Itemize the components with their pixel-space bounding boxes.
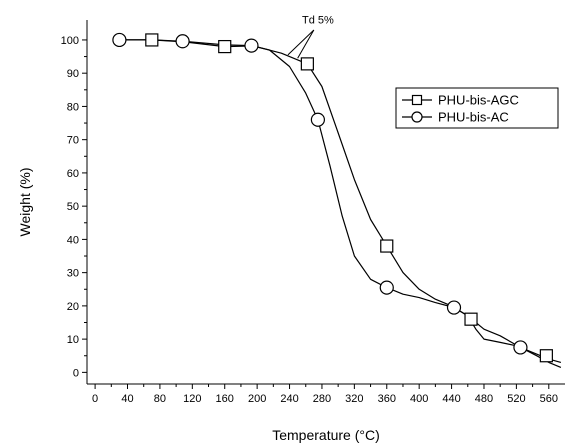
y-tick-label: 100 <box>61 35 79 47</box>
y-tick-label: 90 <box>67 68 79 80</box>
marker-circle <box>513 340 528 355</box>
y-tick-label: 60 <box>67 168 79 180</box>
x-tick-label: 200 <box>248 393 266 405</box>
x-axis-title: Temperature (°C) <box>272 427 380 443</box>
marker-circle <box>379 280 394 295</box>
annotation-leader-agc <box>297 29 315 59</box>
x-tick-label: 80 <box>154 393 166 405</box>
marker-circle <box>244 38 259 53</box>
x-tick-label: 560 <box>540 393 558 405</box>
legend: PHU-bis-AGC PHU-bis-AC <box>395 87 559 129</box>
y-tick-label: 30 <box>67 268 79 280</box>
marker-square <box>539 349 553 363</box>
legend-entry-phu-bis-ac: PHU-bis-AC <box>438 110 509 125</box>
marker-square <box>380 239 394 253</box>
marker-circle <box>310 112 325 127</box>
y-tick-label: 10 <box>67 334 79 346</box>
annotation-leader-ac <box>287 29 315 56</box>
y-tick-label: 40 <box>67 234 79 246</box>
x-tick-label: 520 <box>507 393 525 405</box>
x-tick-label: 240 <box>280 393 298 405</box>
annotation: Td 5% <box>287 14 334 59</box>
series-markers <box>112 32 553 363</box>
x-tick-label: 320 <box>345 393 363 405</box>
annotation-td5: Td 5% <box>302 14 334 26</box>
marker-circle <box>446 300 462 315</box>
legend-box <box>395 87 559 129</box>
marker-square <box>218 39 232 54</box>
legend-marker-circle <box>411 111 423 123</box>
y-tick-label: 20 <box>67 301 79 313</box>
y-axis-title: Weight (%) <box>17 168 33 237</box>
y-tick-label: 50 <box>67 201 79 213</box>
axes <box>86 20 565 385</box>
x-tick-label: 0 <box>92 393 98 405</box>
marker-circle <box>112 32 127 48</box>
x-tick-label: 280 <box>313 393 331 405</box>
x-tick-label: 480 <box>475 393 493 405</box>
marker-square <box>464 312 478 326</box>
y-tick-label: 80 <box>67 101 79 113</box>
marker-square <box>300 57 314 71</box>
legend-entry-phu-bis-agc: PHU-bis-AGC <box>438 93 519 108</box>
x-tick-label: 360 <box>378 393 396 405</box>
x-tick-label: 440 <box>442 393 460 405</box>
y-tick-label: 0 <box>73 367 79 379</box>
x-tick-label: 120 <box>183 393 201 405</box>
x-tick-label: 160 <box>216 393 234 405</box>
legend-marker-square <box>411 94 423 106</box>
marker-circle <box>175 34 190 49</box>
x-tick-label: 40 <box>121 393 133 405</box>
ticks: 0 40 80 120 160 200 240 280 320 360 400 440 480 520 56… <box>61 35 558 405</box>
marker-square <box>145 33 159 47</box>
x-tick-label: 400 <box>410 393 428 405</box>
y-tick-label: 70 <box>67 135 79 147</box>
